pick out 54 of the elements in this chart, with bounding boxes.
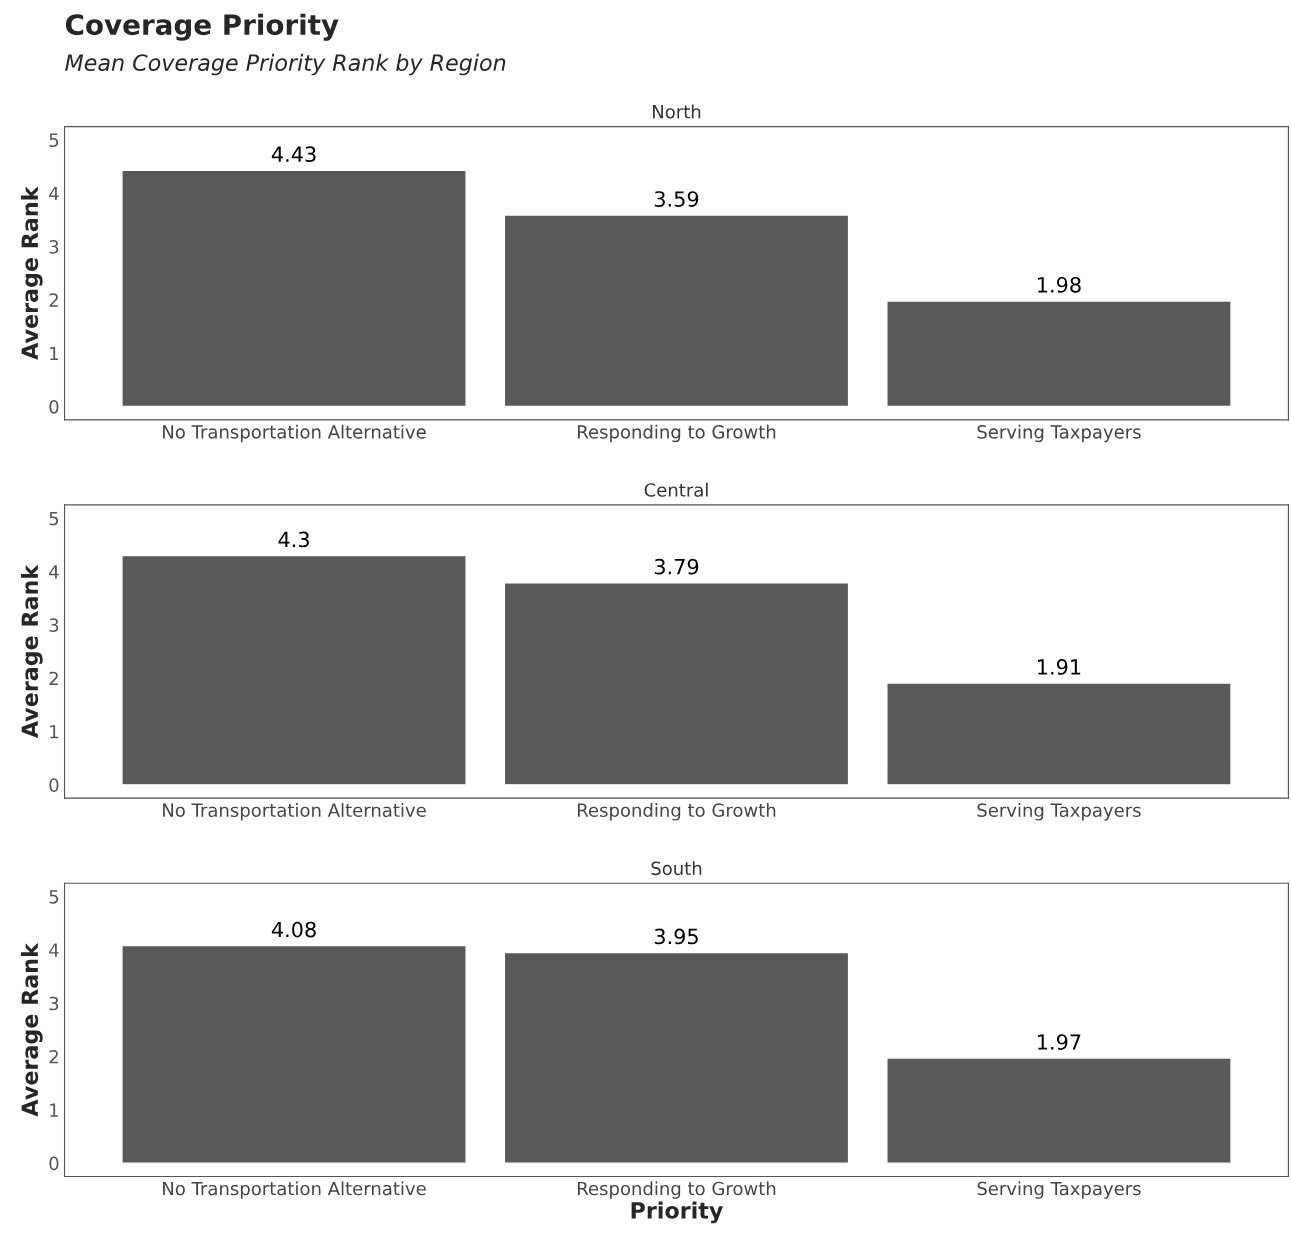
y-tick-label: 0 xyxy=(49,399,59,414)
bar xyxy=(121,944,467,1164)
x-tick-label: Serving Taxpayers xyxy=(977,1181,1141,1199)
y-tick-label: 4 xyxy=(49,186,59,201)
x-tick-label: No Transportation Alternative xyxy=(163,1181,426,1199)
y-axis-title: Average Rank xyxy=(20,942,43,1117)
y-tick-label: 5 xyxy=(49,133,59,148)
y-tick-label: 1 xyxy=(50,1103,59,1117)
bar xyxy=(121,554,467,786)
bar xyxy=(886,1057,1232,1164)
y-tick-label: 3 xyxy=(49,996,59,1011)
x-tick-label: Responding to Growth xyxy=(577,1181,776,1199)
x-axis-title: Priority xyxy=(631,1201,723,1224)
y-axis-title: Average Rank xyxy=(20,564,43,739)
data-label: 4.43 xyxy=(271,146,316,163)
y-tick-label: 0 xyxy=(49,778,59,792)
x-tick-label: No Transportation Alternative xyxy=(163,803,426,821)
x-tick-label: Responding to Growth xyxy=(577,424,776,443)
text: Central xyxy=(644,482,708,497)
bar xyxy=(503,214,850,408)
y-tick-label: 5 xyxy=(49,890,59,904)
y-tick-label: 2 xyxy=(49,671,58,686)
y-tick-label: 0 xyxy=(49,1156,59,1171)
bar xyxy=(886,682,1232,786)
y-tick-label: 5 xyxy=(49,511,59,526)
data-label: 1.91 xyxy=(1038,659,1081,675)
data-label: 3.95 xyxy=(654,928,698,945)
y-tick-label: 4 xyxy=(49,943,59,957)
x-tick-label: Serving Taxpayers xyxy=(977,803,1141,821)
y-axis-title: Average Rank xyxy=(20,186,43,360)
text: North xyxy=(653,104,701,119)
x-tick-label: No Transportation Alternative xyxy=(163,424,426,443)
y-tick-label: 1 xyxy=(50,725,59,739)
y-tick-label: 3 xyxy=(49,618,59,632)
bar xyxy=(886,300,1232,408)
chart-title: Coverage Priority xyxy=(65,13,339,41)
chart-subtitle: Mean Coverage Priority Rank by Region xyxy=(65,53,506,76)
y-tick-label: 4 xyxy=(49,565,59,579)
bar xyxy=(503,582,850,786)
y-tick-label: 3 xyxy=(49,240,59,254)
y-tick-label: 2 xyxy=(49,293,58,307)
data-label: 4.08 xyxy=(271,921,316,938)
data-label: 3.59 xyxy=(654,191,699,207)
y-tick-label: 2 xyxy=(49,1049,58,1064)
y-tick-label: 1 xyxy=(50,346,59,361)
x-tick-label: Responding to Growth xyxy=(577,803,776,821)
bar xyxy=(503,951,850,1164)
data-label: 1.97 xyxy=(1038,1034,1081,1050)
data-label: 1.98 xyxy=(1038,276,1081,293)
data-label: 3.79 xyxy=(654,558,699,575)
data-label: 4.3 xyxy=(278,531,309,548)
text: South xyxy=(651,861,702,876)
bar xyxy=(121,169,467,408)
x-tick-label: Serving Taxpayers xyxy=(977,424,1141,443)
